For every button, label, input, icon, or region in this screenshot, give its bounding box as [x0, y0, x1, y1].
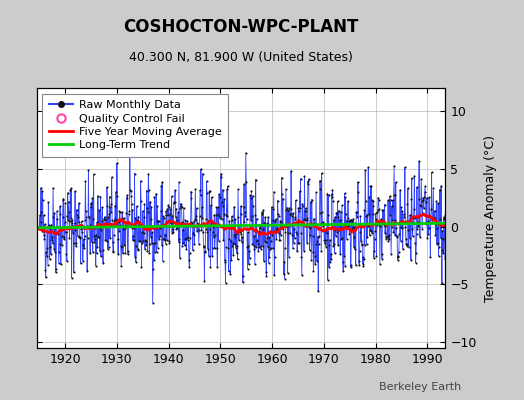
Legend: Raw Monthly Data, Quality Control Fail, Five Year Moving Average, Long-Term Tren: Raw Monthly Data, Quality Control Fail, …	[42, 94, 228, 157]
Text: 40.300 N, 81.900 W (United States): 40.300 N, 81.900 W (United States)	[129, 51, 353, 64]
Y-axis label: Temperature Anomaly (°C): Temperature Anomaly (°C)	[484, 134, 497, 302]
Text: COSHOCTON-WPC-PLANT: COSHOCTON-WPC-PLANT	[123, 18, 359, 36]
Text: Berkeley Earth: Berkeley Earth	[379, 382, 461, 392]
